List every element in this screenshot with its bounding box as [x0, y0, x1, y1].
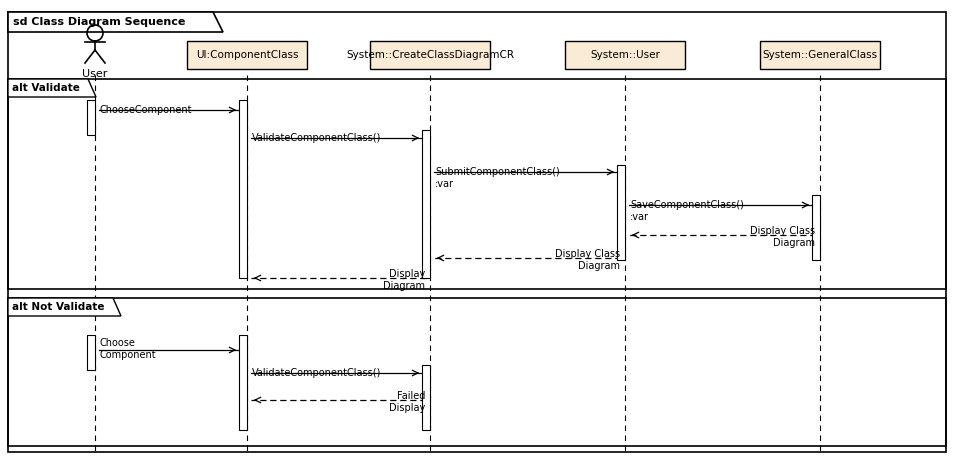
Text: sd Class Diagram Sequence: sd Class Diagram Sequence: [13, 17, 185, 27]
Text: UI:ComponentClass: UI:ComponentClass: [195, 50, 298, 60]
Text: SaveComponentClass()
:var: SaveComponentClass() :var: [629, 200, 743, 222]
Text: ValidateComponentClass(): ValidateComponentClass(): [252, 133, 381, 143]
Bar: [617, 165, 624, 260]
Text: ChooseComponent: ChooseComponent: [100, 105, 193, 115]
Polygon shape: [8, 12, 223, 32]
Text: Failed
Display: Failed Display: [388, 391, 424, 413]
Bar: [370, 41, 490, 69]
Text: Display
Diagram: Display Diagram: [382, 269, 424, 291]
Bar: [421, 130, 430, 278]
Text: User: User: [82, 69, 108, 79]
Text: alt Validate: alt Validate: [12, 83, 80, 93]
Bar: [760, 41, 879, 69]
Polygon shape: [8, 298, 121, 316]
Bar: [239, 100, 247, 278]
Text: ValidateComponentClass(): ValidateComponentClass(): [252, 368, 381, 378]
Text: Choose
Component: Choose Component: [100, 338, 156, 359]
Bar: [239, 335, 247, 430]
Bar: [87, 335, 95, 370]
Text: System::GeneralClass: System::GeneralClass: [761, 50, 877, 60]
Text: SubmitComponentClass()
:var: SubmitComponentClass() :var: [435, 167, 559, 188]
Bar: [811, 195, 820, 260]
Bar: [187, 41, 307, 69]
Text: Display Class
Diagram: Display Class Diagram: [555, 249, 619, 271]
Bar: [8, 79, 945, 289]
Text: alt Not Validate: alt Not Validate: [12, 302, 105, 312]
Text: System::CreateClassDiagramCR: System::CreateClassDiagramCR: [346, 50, 514, 60]
Text: System::User: System::User: [590, 50, 659, 60]
Bar: [87, 100, 95, 135]
Polygon shape: [8, 79, 96, 97]
Bar: [421, 365, 430, 430]
Bar: [564, 41, 684, 69]
Bar: [8, 298, 945, 446]
Text: Display Class
Diagram: Display Class Diagram: [749, 226, 814, 248]
